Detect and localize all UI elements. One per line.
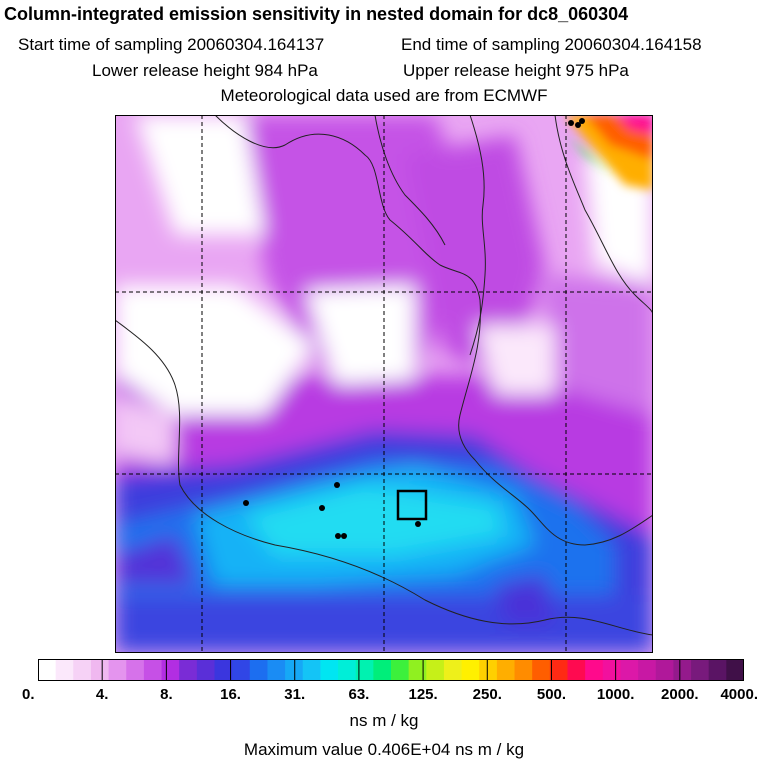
colorbar-cell <box>267 659 286 681</box>
colorbar-cell <box>620 659 639 681</box>
colorbar-tick-label: 0. <box>22 686 35 703</box>
colorbar-tick-label: 2000. <box>661 686 699 703</box>
colorbar-cell <box>355 659 374 681</box>
colorbar-cell <box>108 659 127 681</box>
plot-title: Column-integrated emission sensitivity i… <box>4 4 629 24</box>
sensitivity-map <box>115 115 653 653</box>
colorbar-cell <box>196 659 215 681</box>
colorbar-cell <box>338 659 357 681</box>
colorbar-cell <box>691 659 710 681</box>
colorbar-tick-label: 16. <box>220 686 241 703</box>
colorbar-cell <box>461 659 480 681</box>
colorbar-cell <box>232 659 251 681</box>
colorbar-cell <box>408 659 427 681</box>
colorbar-units: ns m / kg <box>349 711 419 730</box>
colorbar-cell <box>126 659 145 681</box>
colorbar-cell <box>426 659 445 681</box>
colorbar-cell <box>249 659 268 681</box>
colorbar-cell <box>214 659 233 681</box>
maximum-value-label: Maximum value 0.406E+04 ns m / kg <box>243 740 525 759</box>
colorbar-cell <box>496 659 516 681</box>
colorbar-cell <box>638 659 657 681</box>
start-time-label: Start time of sampling 20060304.164137 <box>18 35 325 54</box>
colorbar-cell <box>73 659 92 681</box>
colorbar-cell <box>673 659 692 681</box>
colorbar-tick-label: 4. <box>95 686 109 703</box>
colorbar-cell <box>514 659 533 681</box>
colorbar-tick-label: 125. <box>408 686 438 703</box>
colorbar-cell <box>302 659 321 681</box>
colorbar-cell <box>443 659 463 681</box>
colorbar-cell <box>655 659 674 681</box>
colorbar-cell <box>320 659 339 681</box>
colorbar-tick-label: 500. <box>536 686 567 703</box>
release-location-box <box>396 489 428 521</box>
colorbar-cell <box>55 659 74 681</box>
colorbar-cell <box>161 659 180 681</box>
grid-lines <box>115 115 653 653</box>
colorbar-cell <box>38 659 57 681</box>
colorbar-cell <box>285 659 304 681</box>
sensitivity-field <box>115 115 653 653</box>
upper-release-height-label: Upper release height 975 hPa <box>403 61 629 80</box>
colorbar-cell <box>549 659 568 681</box>
colorbar-cell <box>143 659 163 681</box>
colorbar-cell <box>391 659 410 681</box>
colorbar-tick-label: 31. <box>284 686 306 703</box>
colorbar-tick-label: 8. <box>160 686 173 703</box>
colorbar-cell <box>567 659 586 681</box>
end-time-label: End time of sampling 20060304.164158 <box>401 35 702 54</box>
colorbar-cell <box>585 659 604 681</box>
colorbar-cell <box>602 659 621 681</box>
colorbar-cell <box>532 659 551 681</box>
met-data-label: Meteorological data used are from ECMWF <box>220 86 548 105</box>
lower-release-height-label: Lower release height 984 hPa <box>92 61 318 80</box>
colorbar-cell <box>373 659 392 681</box>
colorbar <box>38 659 744 681</box>
colorbar-cell <box>90 659 110 681</box>
colorbar-cell <box>708 659 727 681</box>
colorbar-tick-label: 4000. <box>720 686 758 703</box>
colorbar-tick-label: 250. <box>472 686 502 703</box>
sampling-markers <box>243 118 585 539</box>
colorbar-tick-label: 63. <box>348 686 370 703</box>
colorbar-tick-label: 1000. <box>596 686 635 703</box>
colorbar-cell <box>179 659 198 681</box>
colorbar-cell <box>479 659 498 681</box>
colorbar-cell <box>726 659 744 681</box>
